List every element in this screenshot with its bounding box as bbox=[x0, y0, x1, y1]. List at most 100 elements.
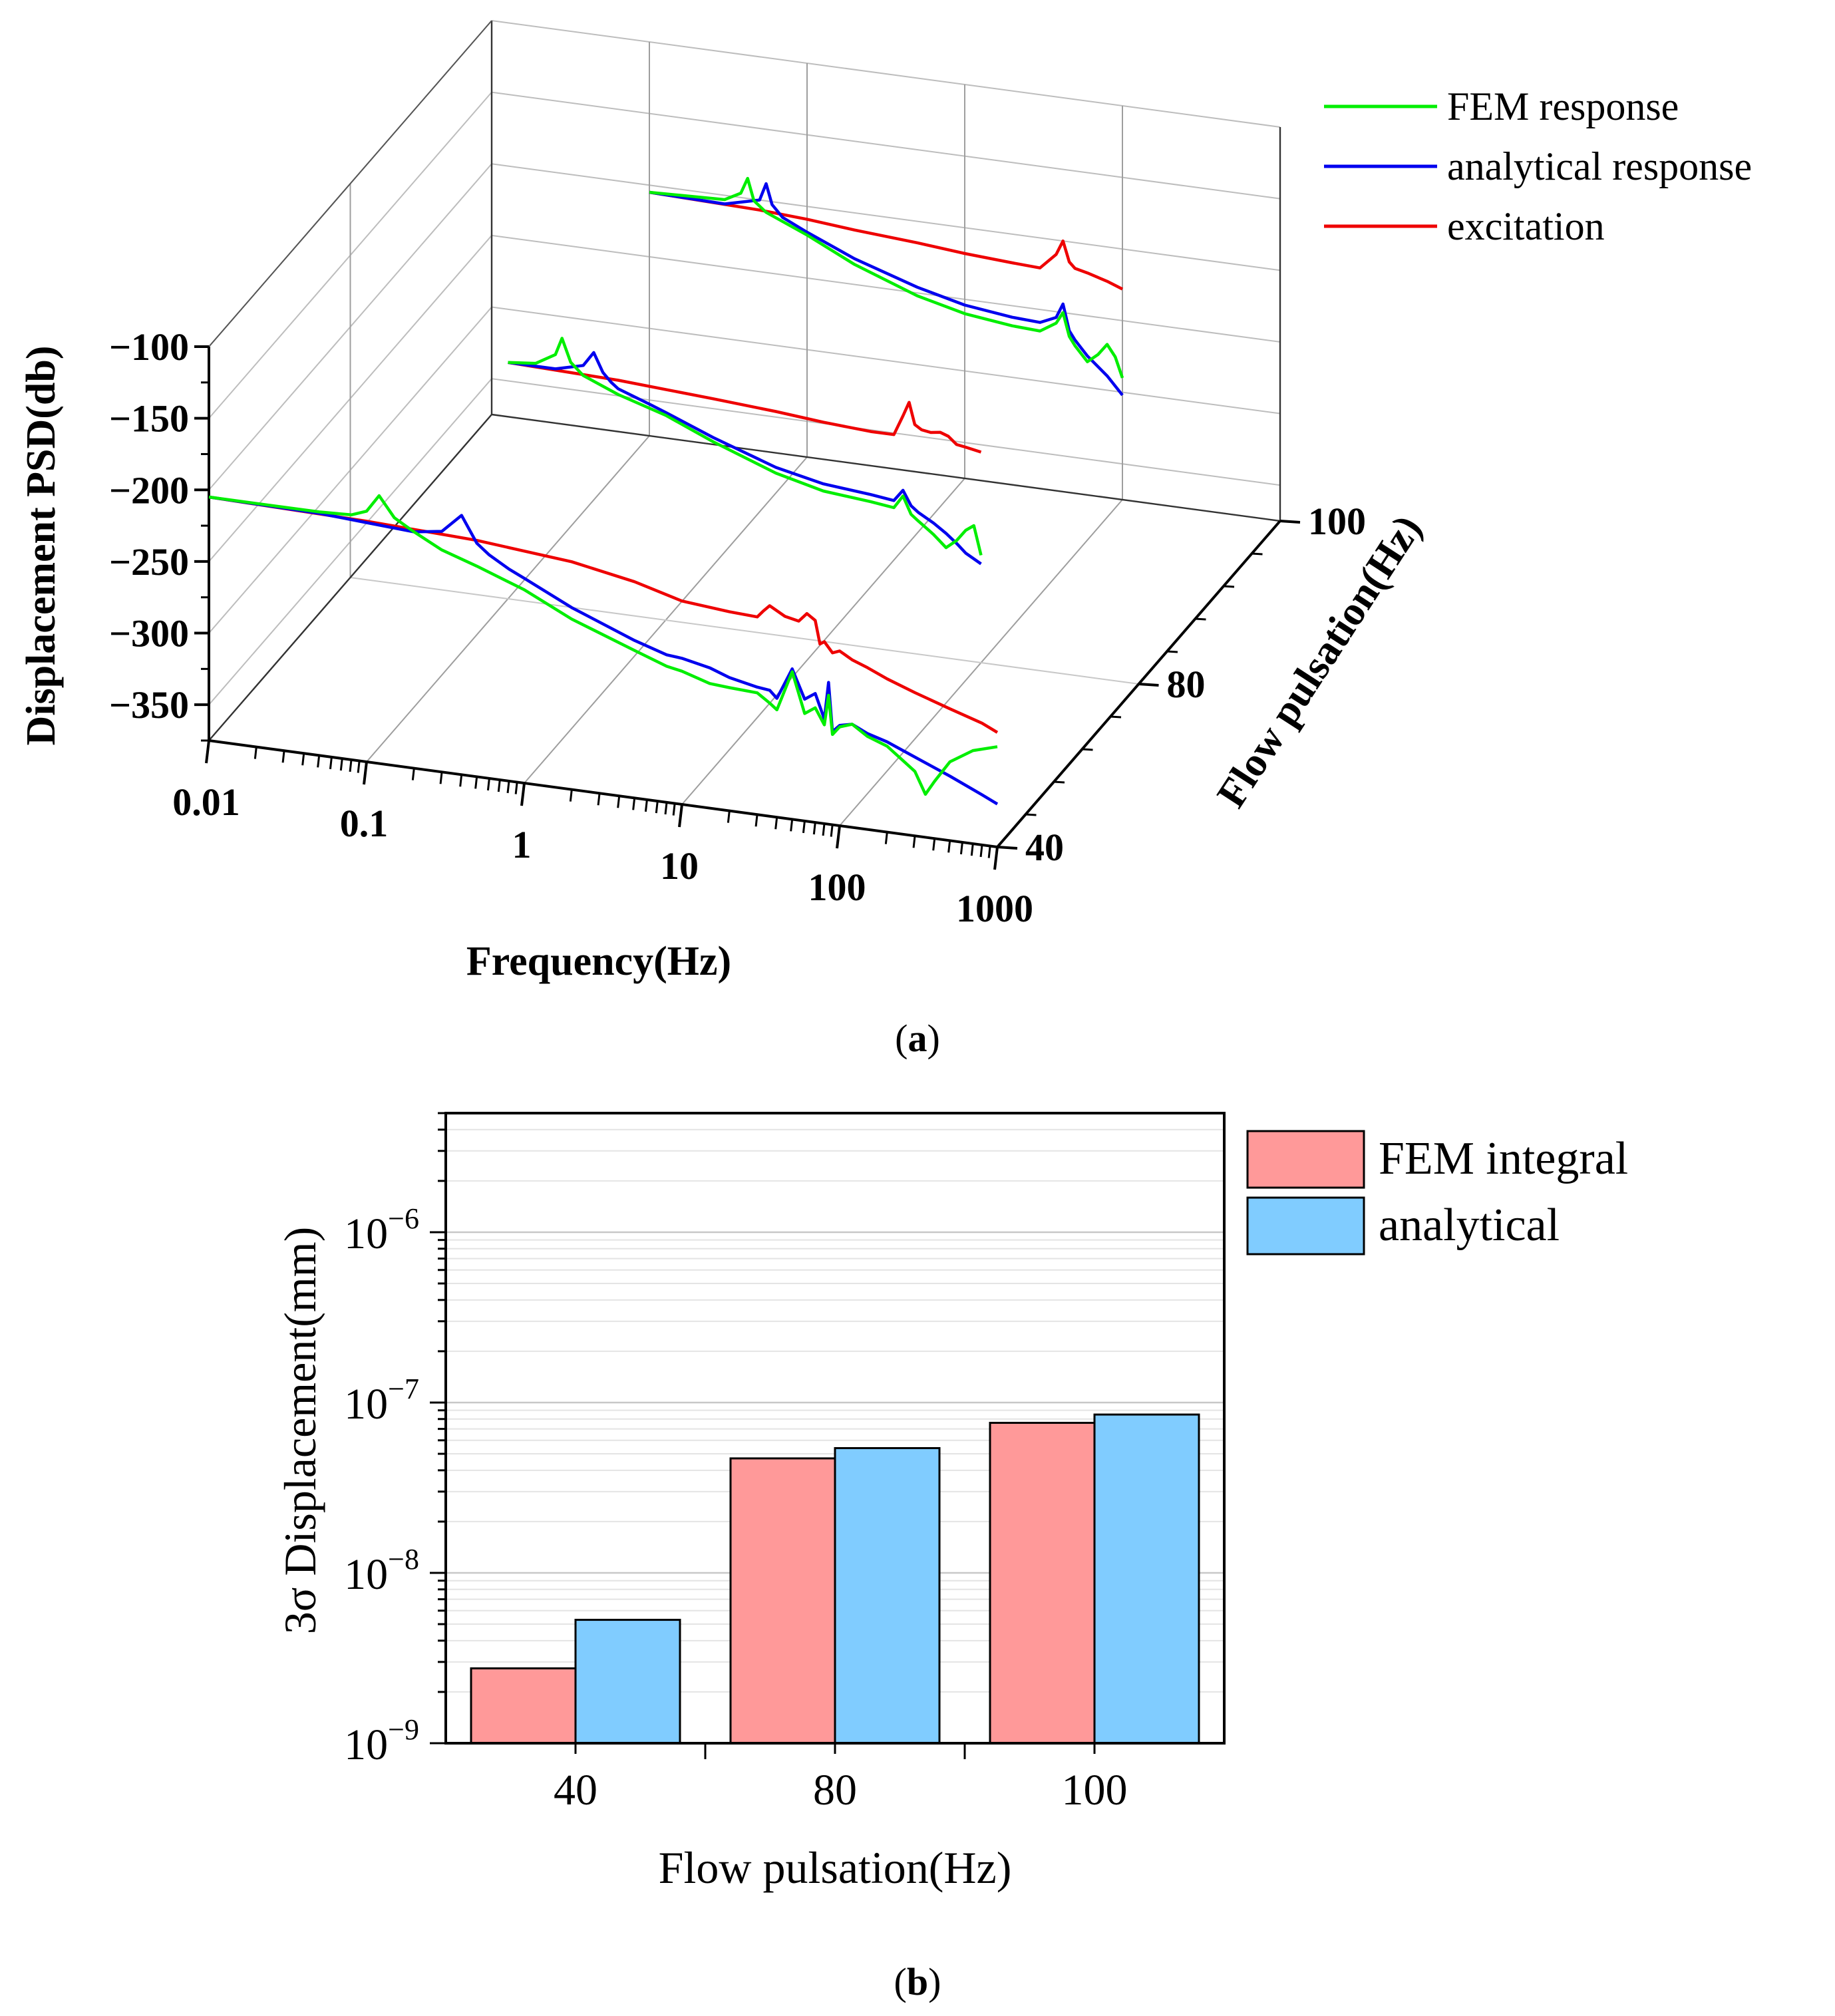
series-line-excitation-80 bbox=[508, 361, 982, 454]
legend-label-analytical: analytical bbox=[1379, 1200, 1560, 1251]
x-minor-tick bbox=[932, 838, 936, 851]
y-minor-tick bbox=[1025, 813, 1037, 816]
x-minor-tick bbox=[812, 822, 816, 835]
back-wall-gridline bbox=[491, 306, 1281, 415]
y-tick-label: 10−8 bbox=[344, 1543, 419, 1599]
x-minor-tick bbox=[506, 780, 510, 794]
y-tick-label: 100 bbox=[1308, 500, 1366, 543]
x-minor-tick bbox=[754, 814, 758, 827]
series-line-fem-response-80 bbox=[508, 337, 983, 556]
x-minor-tick bbox=[569, 789, 573, 802]
x-tick-label: 40 bbox=[554, 1766, 597, 1814]
x-tick bbox=[520, 782, 526, 806]
x-minor-tick bbox=[884, 832, 888, 844]
x-minor-tick bbox=[497, 779, 501, 792]
x-minor-tick bbox=[514, 782, 518, 794]
z-axis-title: Displacement PSD(db) bbox=[19, 345, 64, 745]
x-minor-tick bbox=[301, 753, 305, 766]
z-tick-label: −300 bbox=[109, 612, 189, 655]
x-minor-tick bbox=[339, 758, 343, 771]
back-wall-gridline bbox=[491, 91, 1281, 200]
legend-swatch-analytical bbox=[1246, 1196, 1365, 1256]
x-tick bbox=[363, 761, 368, 785]
y-tick bbox=[1138, 683, 1159, 687]
panel-b-bar-chart: 40 80 100 10−9 10−8 10−7 10−6 Flow pulsation(Hz… bbox=[275, 1112, 1628, 1893]
bar-analytical-80 bbox=[834, 1446, 941, 1745]
y-tick bbox=[1279, 520, 1301, 524]
x-minor-tick bbox=[281, 751, 285, 763]
back-wall-gridline bbox=[491, 234, 1281, 343]
x-minor-tick bbox=[459, 774, 463, 787]
bar-fem-integral-80 bbox=[729, 1457, 836, 1745]
series-line-analytical-response-80 bbox=[508, 351, 982, 566]
x-minor-tick bbox=[979, 844, 983, 858]
back-wall-gridline bbox=[491, 378, 1281, 486]
x-tick-label: 100 bbox=[1062, 1766, 1128, 1814]
x-minor-tick bbox=[439, 772, 443, 784]
x-minor-tick bbox=[802, 820, 806, 834]
legend-swatch-fem-integral bbox=[1246, 1130, 1365, 1189]
y-tick-label: 80 bbox=[1167, 663, 1206, 706]
bar-analytical-100 bbox=[1093, 1413, 1200, 1745]
pane-edge bbox=[491, 413, 1281, 522]
x-minor-tick bbox=[411, 768, 415, 780]
x-minor-tick bbox=[912, 836, 916, 848]
z-tick-label: −100 bbox=[109, 325, 189, 369]
x-tick-label: 1 bbox=[512, 823, 532, 866]
x-minor-tick bbox=[959, 842, 963, 855]
x-tick-label: 0.1 bbox=[340, 802, 389, 845]
y-minor-tick bbox=[1082, 748, 1093, 751]
x-minor-tick bbox=[672, 803, 676, 816]
y-tick-label: 40 bbox=[1025, 826, 1064, 869]
series-line-fem-response-100 bbox=[649, 176, 1124, 379]
x-minor-tick bbox=[329, 756, 333, 770]
y-tick bbox=[997, 846, 1018, 850]
bar-analytical-40 bbox=[574, 1619, 681, 1745]
x-minor-tick bbox=[970, 843, 974, 856]
x-minor-tick bbox=[774, 817, 778, 830]
x-tick bbox=[678, 804, 683, 828]
x-tick-label: 10 bbox=[660, 844, 699, 888]
y-minor-tick bbox=[1223, 585, 1235, 588]
x-axis-title: Flow pulsation(Hz) bbox=[659, 1842, 1012, 1893]
x-minor-tick bbox=[830, 824, 834, 837]
back-wall-gridline bbox=[491, 20, 1281, 128]
x-minor-tick bbox=[727, 810, 731, 823]
x-tick bbox=[205, 740, 210, 764]
panel-a-caption: (a) bbox=[895, 1017, 940, 1060]
x-minor-tick bbox=[597, 793, 601, 806]
x-minor-tick bbox=[357, 760, 361, 773]
z-tick-label: −250 bbox=[109, 540, 189, 584]
x-minor-tick bbox=[987, 846, 991, 858]
bar-fem-integral-40 bbox=[470, 1667, 577, 1745]
x-tick bbox=[836, 825, 841, 849]
x-minor-tick bbox=[474, 776, 478, 789]
x-minor-tick bbox=[947, 840, 951, 853]
x-axis-line bbox=[208, 739, 998, 848]
series-line-excitation-100 bbox=[649, 190, 1124, 291]
x-minor-tick bbox=[664, 802, 668, 815]
x-tick-label: 80 bbox=[813, 1766, 857, 1814]
legend-a: FEM response analytical response excitatio… bbox=[1324, 84, 1752, 248]
x-minor-tick bbox=[790, 819, 794, 832]
y-minor-tick bbox=[1166, 650, 1178, 653]
x-minor-tick bbox=[317, 755, 321, 768]
x-tick bbox=[993, 846, 999, 870]
bar-fem-integral-100 bbox=[989, 1421, 1096, 1745]
y-tick-label: 10−7 bbox=[344, 1373, 419, 1428]
back-wall-gridline bbox=[491, 163, 1281, 271]
x-tick-label: 1000 bbox=[956, 887, 1033, 930]
legend-label-fem-response: FEM response bbox=[1447, 84, 1679, 128]
z-tick-label: −150 bbox=[109, 397, 189, 440]
series-line-analytical-response-40 bbox=[208, 495, 999, 806]
panel-a-waterfall-chart: −100 −150 −200 −250 −300 −350 0.01 0.1 1 10 100 100… bbox=[19, 20, 1752, 984]
x-minor-tick bbox=[822, 823, 826, 836]
series-line-excitation-40 bbox=[208, 495, 999, 734]
x-minor-tick bbox=[486, 778, 490, 791]
x-tick-label: 100 bbox=[808, 866, 866, 909]
x-minor-tick bbox=[617, 796, 621, 808]
z-tick-label: −200 bbox=[109, 468, 189, 512]
y-axis-title: Flow pulsation(Hz) bbox=[1208, 508, 1430, 816]
x-tick-label: 0.01 bbox=[172, 780, 240, 824]
plot-frame bbox=[444, 1112, 1226, 1745]
